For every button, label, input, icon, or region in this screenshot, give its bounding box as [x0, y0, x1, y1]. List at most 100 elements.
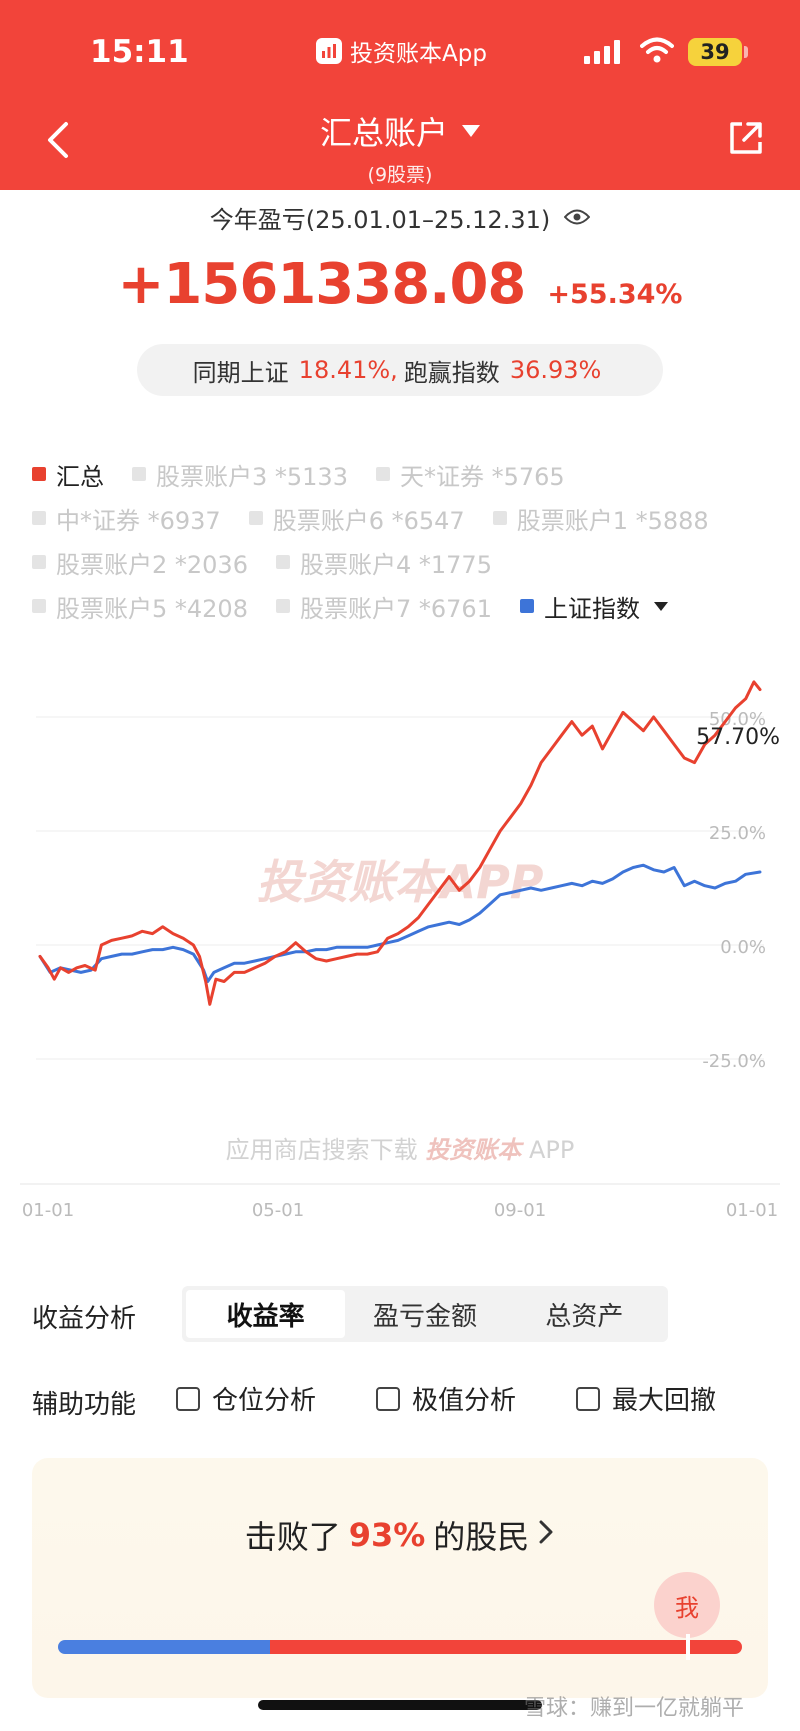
- legend-swatch: [132, 467, 146, 481]
- share-button[interactable]: [726, 118, 766, 158]
- period-label: 今年盈亏(25.01.01–25.12.31): [209, 206, 551, 234]
- analysis-label: 收益分析: [32, 1304, 137, 1334]
- checkbox-label: 极值分析: [412, 1386, 517, 1416]
- legend-item-account4[interactable]: 股票账户4 *1775: [275, 545, 492, 580]
- legend-item-account6[interactable]: 股票账户6 *6547: [248, 501, 465, 536]
- legend-label: 股票账户4 *1775: [299, 550, 492, 579]
- legend-swatch: [32, 555, 46, 569]
- legend-swatch: [32, 599, 46, 613]
- legend-label: 股票账户1 *5888: [516, 506, 709, 535]
- legend-label: 天*证券 *5765: [399, 462, 565, 491]
- ranking-marker: [686, 1634, 690, 1660]
- period-row: 今年盈亏(25.01.01–25.12.31): [0, 200, 800, 235]
- legend-label: 股票账户5 *4208: [56, 594, 248, 623]
- last-value-label: 57.70%: [696, 725, 780, 750]
- chart-sub-watermark: 应用商店搜索下载 投资账本 APP: [226, 1136, 575, 1164]
- footer-watermark: 雪球：赚到一亿就躺平: [524, 1696, 745, 1721]
- compare-mid: 跑赢指数: [403, 358, 500, 387]
- chart-legend: 汇总 股票账户3 *5133 天*证券 *5765 中*证券 *6937 股票账…: [32, 452, 772, 628]
- legend-item-total[interactable]: 汇总: [32, 457, 104, 492]
- sub-watermark-suffix: APP: [521, 1136, 574, 1164]
- tab-pnl-amount[interactable]: 盈亏金额: [372, 1301, 477, 1332]
- pnl-percent: +55.34%: [547, 279, 683, 310]
- legend-swatch: [519, 599, 534, 613]
- legend-item-account5[interactable]: 股票账户5 *4208: [32, 589, 248, 624]
- status-time: 15:11: [90, 34, 189, 70]
- ranking-suffix: 的股民: [433, 1518, 530, 1556]
- wifi-icon: [640, 36, 674, 68]
- checkbox-label: 仓位分析: [212, 1386, 317, 1416]
- index-dropdown-caret-icon: [653, 601, 668, 611]
- status-app-name: 投资账本App: [350, 41, 487, 67]
- chart-watermark: 投资账本APP: [256, 855, 543, 909]
- legend-item-account7[interactable]: 股票账户7 *6761: [275, 589, 492, 624]
- legend-swatch: [32, 467, 46, 481]
- compare-prefix: 同期上证: [192, 358, 289, 387]
- legend-label: 中*证券 *6937: [56, 506, 221, 535]
- page-title: 汇总账户: [319, 114, 448, 152]
- page-subtitle: (9股票): [367, 164, 433, 186]
- x-tick-label: 09-01: [494, 1200, 546, 1220]
- legend-label: 上证指数: [543, 594, 640, 623]
- tab-total-assets[interactable]: 总资产: [545, 1301, 624, 1332]
- battery-icon: 39: [688, 38, 742, 66]
- ranking-percent: 93%: [348, 1516, 426, 1554]
- legend-label: 股票账户7 *6761: [299, 594, 492, 623]
- legend-item-account3[interactable]: 股票账户3 *5133: [132, 457, 348, 492]
- app-header: 15:11 投资账本App 39 汇总账户 (9股票): [0, 0, 800, 190]
- legend-item-account1[interactable]: 股票账户1 *5888: [492, 501, 709, 536]
- legend-item-sse-index[interactable]: 上证指数: [519, 589, 668, 624]
- legend-label: 股票账户3 *5133: [156, 462, 348, 491]
- return-chart[interactable]: 75.0%50.0%25.0%0.0%-25.0%01-0105-0109-01…: [0, 640, 800, 1220]
- pnl-row: +1561338.08 +55.34%: [0, 252, 800, 317]
- checkbox-icon: [376, 1386, 400, 1411]
- back-button[interactable]: [40, 116, 80, 164]
- ranking-bar-blue: [58, 1640, 271, 1654]
- y-tick-label: 25.0%: [709, 823, 766, 844]
- y-tick-label: 0.0%: [720, 937, 766, 958]
- sub-watermark-prefix: 应用商店搜索下载: [226, 1136, 426, 1164]
- dropdown-caret-icon: [462, 125, 480, 137]
- home-indicator[interactable]: [258, 1700, 542, 1710]
- app-logo-icon: [316, 38, 342, 64]
- ranking-bar-red: [270, 1640, 742, 1654]
- extreme-analysis-checkbox[interactable]: 极值分析: [376, 1380, 516, 1417]
- legend-swatch: [275, 555, 290, 569]
- status-app-indicator: 投资账本App: [316, 34, 487, 68]
- index-compare-pill: 同期上证 18.41%, 跑赢指数 36.93%: [137, 344, 663, 396]
- legend-swatch: [32, 511, 46, 525]
- legend-label: 汇总: [56, 462, 104, 491]
- position-analysis-checkbox[interactable]: 仓位分析: [176, 1380, 316, 1417]
- x-tick-label: 01-01: [726, 1200, 778, 1220]
- legend-label: 股票账户6 *6547: [272, 506, 465, 535]
- chevron-right-icon: [537, 1516, 555, 1554]
- sub-watermark-brand: 投资账本: [425, 1136, 524, 1164]
- legend-swatch: [275, 599, 290, 613]
- analysis-tabs: 收益率 盈亏金额 总资产: [182, 1286, 668, 1342]
- account-selector[interactable]: 汇总账户 (9股票): [0, 108, 800, 187]
- legend-swatch: [375, 467, 390, 481]
- ranking-text: 击败了 93% 的股民: [32, 1512, 768, 1558]
- series-line: [38, 680, 762, 1006]
- x-tick-label: 05-01: [252, 1200, 304, 1220]
- aux-label: 辅助功能: [32, 1390, 137, 1420]
- checkbox-label: 最大回撤: [612, 1386, 717, 1416]
- legend-item-account2[interactable]: 股票账户2 *2036: [32, 545, 248, 580]
- ranking-prefix: 击败了: [244, 1518, 341, 1556]
- pnl-amount: +1561338.08: [117, 252, 527, 317]
- tab-return-rate[interactable]: 收益率: [186, 1290, 346, 1338]
- me-bubble: 我: [654, 1572, 720, 1638]
- ranking-card[interactable]: 击败了 93% 的股民 我: [32, 1458, 768, 1698]
- legend-swatch: [492, 511, 507, 525]
- legend-swatch: [248, 511, 263, 525]
- legend-item-zhong-securities[interactable]: 中*证券 *6937: [32, 501, 221, 536]
- eye-icon[interactable]: [563, 204, 591, 232]
- compare-index-pct: 18.41%,: [298, 356, 398, 384]
- x-tick-label: 01-01: [22, 1200, 74, 1220]
- checkbox-icon: [576, 1386, 600, 1411]
- max-drawdown-checkbox[interactable]: 最大回撤: [576, 1380, 716, 1417]
- legend-item-tian-securities[interactable]: 天*证券 *5765: [375, 457, 565, 492]
- compare-excess-pct: 36.93%: [509, 356, 602, 384]
- series-line: [38, 863, 762, 983]
- signal-icon: [584, 40, 620, 64]
